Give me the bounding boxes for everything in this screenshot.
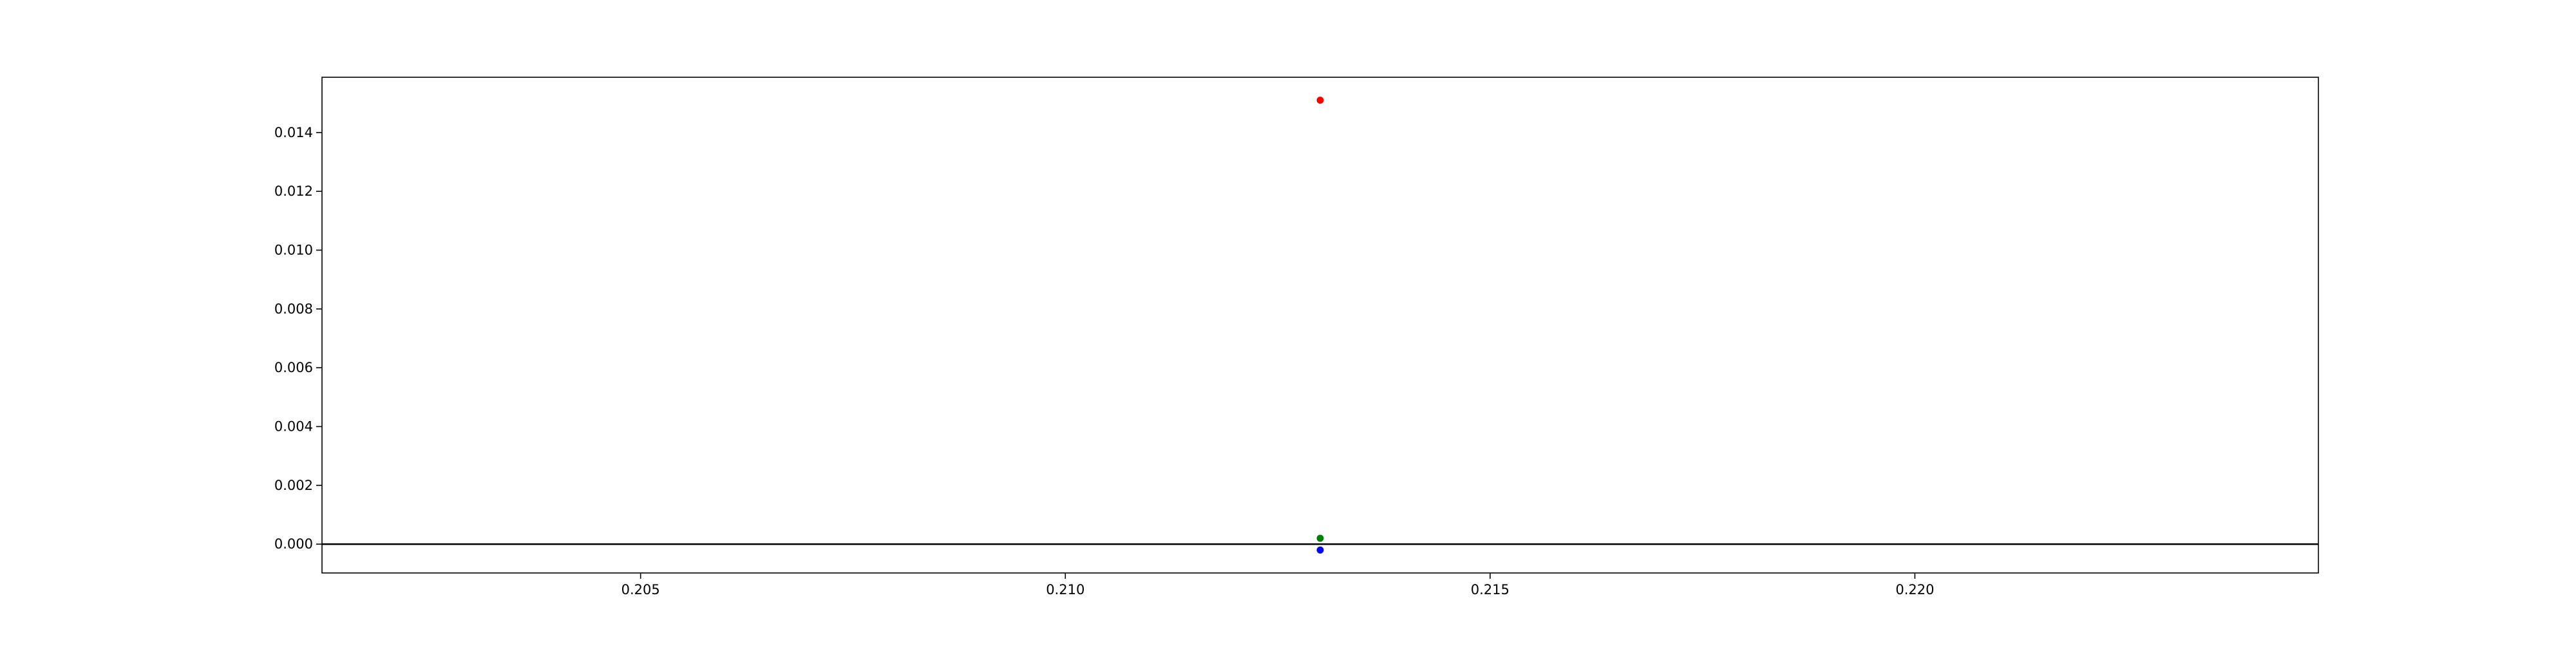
y-tick-label-0: 0.000 — [274, 536, 313, 552]
plot-frame — [321, 77, 2319, 574]
x-tick-label-0: 0.205 — [621, 582, 660, 597]
y-tick-label-3: 0.006 — [274, 360, 313, 375]
data-point-1-0 — [1316, 534, 1324, 542]
y-tick-label-7: 0.014 — [274, 125, 313, 140]
y-tick-label-5: 0.010 — [274, 243, 313, 258]
plot-area — [321, 77, 2319, 574]
x-tick-label-1: 0.210 — [1046, 582, 1084, 597]
y-axis: 0.000 0.002 0.004 0.006 0.008 0.010 0.012 0.014 — [274, 125, 322, 552]
x-tick-label-2: 0.215 — [1471, 582, 1510, 597]
data-point-2-0 — [1316, 546, 1324, 554]
y-tick-label-4: 0.008 — [274, 301, 313, 317]
y-tick-label-6: 0.012 — [274, 183, 313, 199]
y-tick-label-2: 0.004 — [274, 419, 313, 435]
x-axis: 0.205 0.210 0.215 0.220 — [621, 573, 1934, 597]
x-tick-label-3: 0.220 — [1895, 582, 1934, 597]
y-tick-label-1: 0.002 — [274, 478, 313, 493]
data-point-0-0 — [1316, 97, 1324, 104]
